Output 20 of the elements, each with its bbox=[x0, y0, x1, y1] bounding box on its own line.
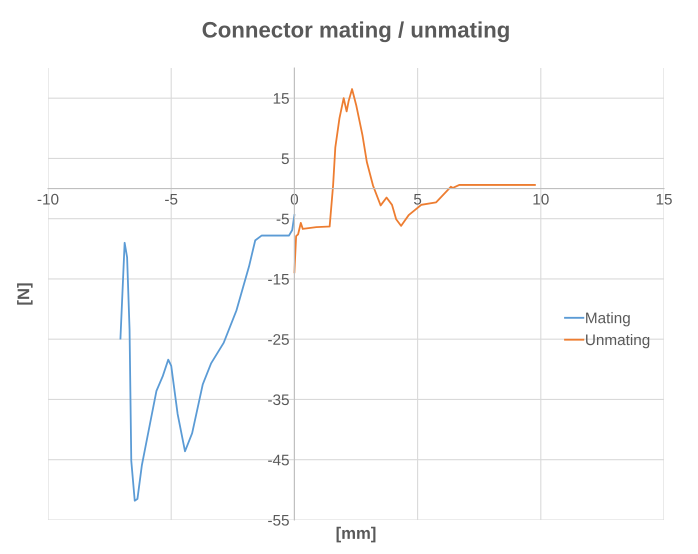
line-series bbox=[120, 214, 296, 502]
y-tick-label: -25 bbox=[268, 334, 289, 345]
x-axis-title: [mm] bbox=[336, 526, 376, 542]
y-tick-label: -55 bbox=[268, 515, 289, 526]
x-tick-label: 10 bbox=[533, 194, 549, 205]
x-tick-label: 0 bbox=[290, 194, 298, 205]
x-tick-label: 5 bbox=[414, 194, 422, 205]
legend-label: Mating bbox=[586, 312, 630, 326]
y-tick-label: 15 bbox=[274, 93, 289, 104]
x-tick-label: 15 bbox=[656, 194, 672, 205]
y-tick-label: -45 bbox=[268, 454, 289, 466]
y-tick-label: -35 bbox=[268, 394, 289, 406]
y-axis-title: [N] bbox=[17, 283, 33, 305]
legend-label: Unmating bbox=[586, 334, 650, 348]
y-tick-label: -15 bbox=[268, 274, 289, 285]
x-tick-label: -5 bbox=[165, 194, 178, 205]
y-tick-label: 5 bbox=[282, 153, 289, 164]
y-tick-label: -5 bbox=[276, 214, 289, 224]
x-tick-label: -10 bbox=[38, 194, 58, 205]
chart-title: Connector mating / unmating bbox=[202, 21, 509, 42]
